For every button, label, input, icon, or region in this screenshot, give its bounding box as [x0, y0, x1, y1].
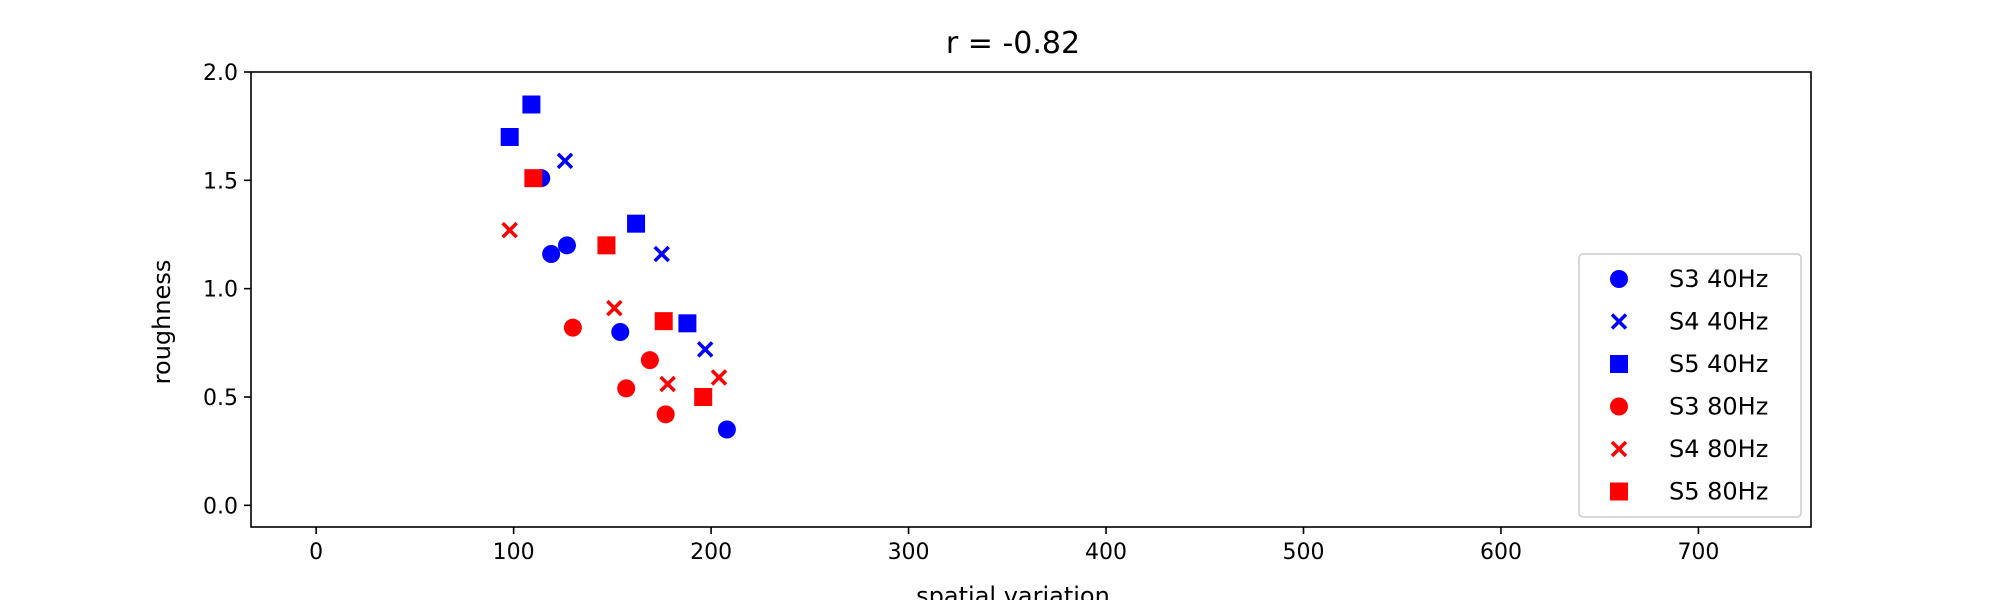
legend-label: S5 40Hz — [1669, 350, 1768, 378]
x-tick-label: 600 — [1480, 540, 1522, 565]
plot-area: 0 100 200 300 400 500 600 700 0.0 0.5 1.0 1.5 2.0 — [203, 61, 1812, 565]
data-point — [542, 245, 561, 263]
plot-frame — [250, 71, 1812, 528]
legend-label: S3 80Hz — [1669, 393, 1768, 421]
legend-marker — [1610, 482, 1628, 501]
x-tick-label: 400 — [1085, 540, 1127, 565]
y-tick-label: 1.0 — [203, 278, 238, 303]
x-axis-title: spatial variation — [916, 582, 1110, 600]
legend-box — [1578, 253, 1802, 518]
x-tick-label: 200 — [690, 540, 732, 565]
data-point — [640, 351, 659, 370]
data-point — [656, 405, 675, 424]
y-tick-label: 2.0 — [203, 61, 238, 86]
data-point — [654, 312, 673, 331]
legend: S3 40Hz S4 40Hz S5 40Hz S3 80Hz S4 80Hz S5 80… — [1578, 253, 1802, 518]
legend-marker — [1610, 355, 1628, 373]
legend-label: S3 40Hz — [1669, 265, 1768, 293]
data-point — [710, 369, 728, 386]
data-point — [500, 128, 519, 146]
data-point — [606, 299, 623, 317]
y-tick-label: 1.5 — [203, 169, 238, 194]
x-tick-label: 300 — [888, 540, 930, 565]
legend-label: S4 80Hz — [1669, 435, 1768, 463]
x-tick-label: 100 — [493, 540, 535, 565]
data-point — [717, 420, 736, 439]
data-point — [563, 318, 582, 337]
legend-label: S5 80Hz — [1669, 478, 1768, 506]
legend-marker — [1610, 270, 1628, 288]
data-point — [659, 375, 676, 393]
x-tick-label: 0 — [309, 540, 323, 565]
data-point — [501, 221, 518, 239]
legend-label: S4 40Hz — [1669, 308, 1768, 336]
data-point — [557, 236, 576, 255]
data-point — [556, 152, 574, 170]
data-point — [627, 214, 646, 233]
legend-marker — [1610, 397, 1628, 416]
data-point — [694, 388, 713, 406]
data-point — [617, 379, 636, 398]
y-tick-label: 0.5 — [203, 386, 238, 411]
x-tick-label: 500 — [1283, 540, 1325, 565]
data-point — [611, 323, 630, 341]
data-point — [678, 314, 697, 333]
data-point — [597, 236, 616, 255]
data-point — [696, 341, 714, 358]
y-tick-label: 0.0 — [203, 494, 238, 519]
x-tick-label: 700 — [1677, 540, 1719, 565]
data-point — [653, 245, 670, 263]
legend-marker — [1610, 313, 1628, 330]
data-point — [524, 169, 543, 188]
chart-title: r = -0.82 — [946, 26, 1080, 61]
y-axis-title: roughness — [148, 260, 176, 385]
data-point — [522, 95, 541, 114]
legend-marker — [1610, 440, 1628, 458]
